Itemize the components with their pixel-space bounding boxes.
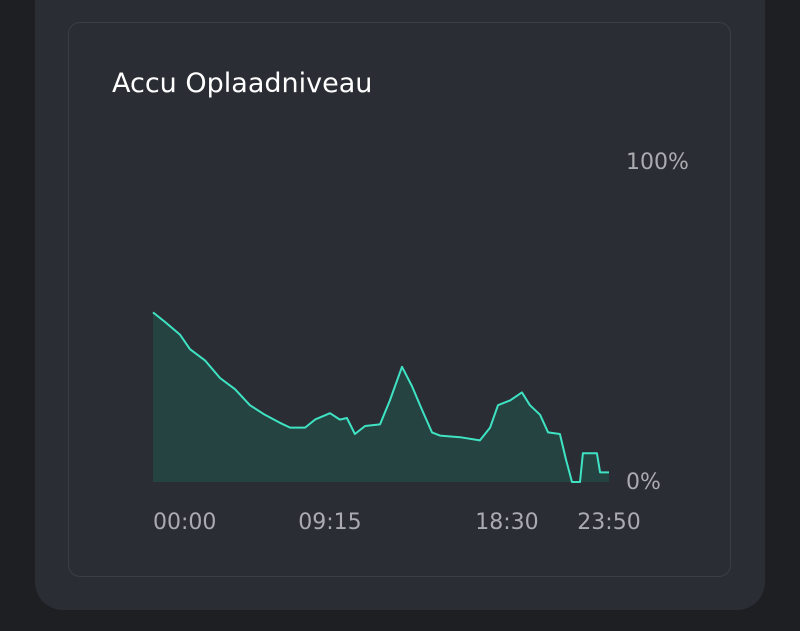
area bbox=[153, 312, 609, 482]
card bbox=[68, 22, 731, 577]
panel bbox=[35, 0, 765, 610]
y-tick-label: 0% bbox=[626, 470, 661, 495]
y-tick-label: 100% bbox=[626, 150, 689, 175]
x-tick-label: 18:30 bbox=[475, 510, 538, 535]
x-tick-label: 23:50 bbox=[577, 510, 640, 535]
x-tick-label: 09:15 bbox=[298, 510, 361, 535]
chart-title: Accu Oplaadniveau bbox=[112, 68, 373, 99]
line bbox=[152, 311, 609, 483]
x-tick-label: 00:00 bbox=[153, 510, 216, 535]
